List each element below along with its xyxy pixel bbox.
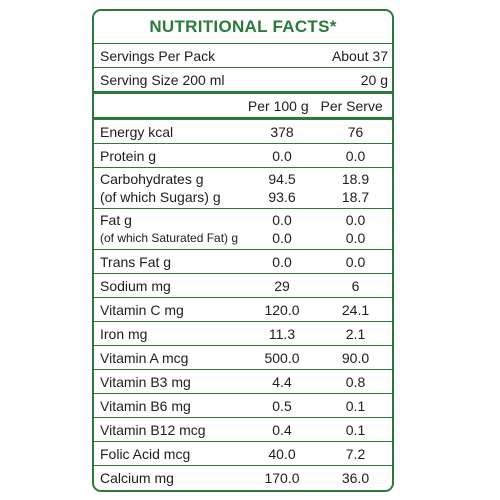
serving-size-label: Serving Size 200 ml (100, 71, 225, 88)
per-100g-value: 4.4 (272, 373, 292, 390)
sub-per-serve-value: 0.0 (345, 230, 366, 246)
nutrient-name: Vitamin B3 mg (100, 373, 191, 390)
header-per-serve: Per Serve (320, 97, 383, 114)
table-row: Trans Fat g 0.0 0.0 (94, 250, 392, 274)
per-100g-group: 0.0 0.0 (245, 209, 319, 249)
per-100g-value: 11.3 (268, 325, 296, 342)
per-serve-group: 18.9 18.7 (319, 168, 392, 208)
table-row: Sodium mg 29 6 (94, 274, 392, 298)
servings-row: Servings Per Pack About 37 (94, 44, 392, 68)
nutrient-name: Energy kcal (100, 123, 174, 140)
per-serve-group: 0.0 0.0 (319, 209, 392, 249)
per-serve-value: 0.1 (345, 397, 366, 414)
per-serve-value: 2.1 (345, 325, 366, 342)
sub-per-100g-value: 0.0 (272, 230, 292, 246)
table-row: Vitamin B6 mg 0.5 0.1 (94, 394, 392, 418)
nutrient-name: Calcium mg (100, 469, 174, 486)
nutrient-name: Vitamin B6 mg (100, 397, 191, 414)
nutrition-facts-panel: NUTRITIONAL FACTS* Servings Per Pack Abo… (92, 9, 394, 492)
sub-nutrient-name: (of which Sugars) g (100, 189, 221, 205)
nutrient-name: Folic Acid mcg (100, 445, 191, 462)
servings-value: About 37 (331, 47, 388, 64)
per-100g-value: 0.0 (272, 147, 292, 164)
per-serve-value: 0.0 (345, 212, 366, 228)
per-serve-value: 0.0 (345, 147, 366, 164)
table-row: Calcium mg 170.0 36.0 (94, 466, 392, 489)
table-row: Folic Acid mcg 40.0 7.2 (94, 442, 392, 466)
nutrient-name: Protein g (100, 147, 157, 164)
per-serve-value: 0.0 (345, 253, 366, 270)
nutrient-name: Fat g (100, 212, 132, 228)
panel-title: NUTRITIONAL FACTS* (94, 11, 392, 44)
per-100g-value: 378 (270, 123, 294, 140)
per-serve-value: 76 (347, 123, 364, 140)
nutrient-name: Sodium mg (100, 277, 171, 294)
table-row: Energy kcal 378 76 (94, 120, 392, 144)
table-row: Fat g (of which Saturated Fat) g 0.0 0.0… (94, 209, 392, 250)
per-100g-value: 40.0 (268, 445, 296, 462)
per-100g-value: 170.0 (264, 469, 300, 486)
table-row: Vitamin A mcg 500.0 90.0 (94, 346, 392, 370)
nutrient-name: Trans Fat g (100, 253, 172, 270)
per-serve-value: 7.2 (345, 445, 366, 462)
nutrient-name-group: Carbohydrates g (of which Sugars) g (94, 168, 245, 208)
per-serve-value: 90.0 (341, 349, 370, 366)
per-100g-value: 29 (274, 277, 290, 294)
sub-per-100g-value: 93.6 (268, 189, 296, 205)
per-100g-group: 94.5 93.6 (245, 168, 319, 208)
nutrient-name: Carbohydrates g (100, 171, 204, 187)
sub-per-serve-value: 18.7 (341, 189, 370, 205)
per-100g-value: 0.5 (272, 397, 292, 414)
per-serve-value: 36.0 (341, 469, 370, 486)
nutrient-name-group: Fat g (of which Saturated Fat) g (94, 209, 245, 249)
per-100g-value: 0.0 (272, 253, 292, 270)
table-row: Carbohydrates g (of which Sugars) g 94.5… (94, 168, 392, 209)
serving-size-row: Serving Size 200 ml 20 g (94, 68, 392, 94)
table-row: Iron mg 11.3 2.1 (94, 322, 392, 346)
per-100g-value: 500.0 (264, 349, 300, 366)
table-row: Vitamin B3 mg 4.4 0.8 (94, 370, 392, 394)
nutrient-name: Vitamin B12 mcg (100, 421, 206, 438)
servings-label: Servings Per Pack (100, 47, 216, 64)
per-serve-value: 24.1 (341, 301, 370, 318)
per-100g-value: 0.4 (272, 421, 292, 438)
column-header-row: Per 100 g Per Serve (94, 94, 392, 120)
serving-size-value: 20 g (360, 71, 388, 88)
per-100g-value: 120.0 (264, 301, 300, 318)
nutrient-name: Vitamin C mg (100, 301, 184, 318)
table-row: Vitamin B12 mcg 0.4 0.1 (94, 418, 392, 442)
per-serve-value: 0.8 (345, 373, 366, 390)
table-row: Vitamin C mg 120.0 24.1 (94, 298, 392, 322)
sub-nutrient-name: (of which Saturated Fat) g (100, 231, 239, 245)
per-serve-value: 0.1 (345, 421, 366, 438)
nutrient-name: Vitamin A mcg (100, 349, 189, 366)
per-100g-value: 0.0 (272, 212, 292, 228)
nutrient-name: Iron mg (100, 325, 148, 342)
per-serve-value: 6 (351, 277, 360, 294)
per-100g-value: 94.5 (268, 171, 296, 187)
table-row: Protein g 0.0 0.0 (94, 144, 392, 168)
per-serve-value: 18.9 (341, 171, 370, 187)
header-per-100g: Per 100 g (247, 97, 309, 114)
